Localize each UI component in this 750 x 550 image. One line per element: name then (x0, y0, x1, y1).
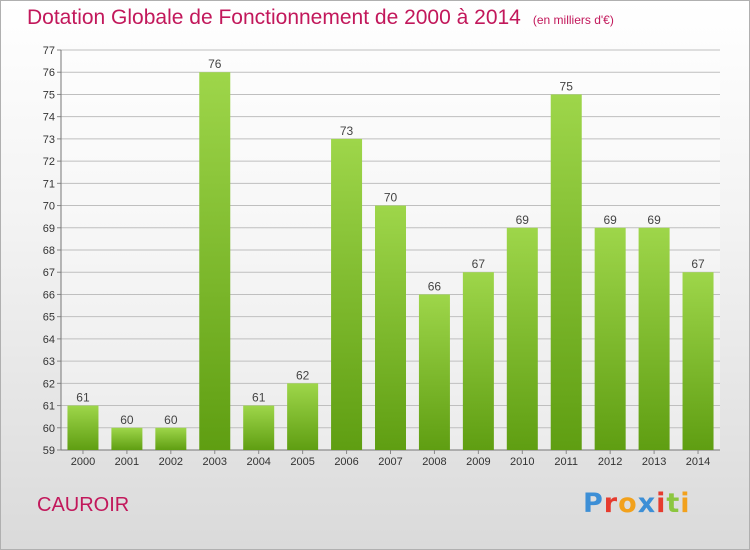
bar (462, 272, 494, 450)
bar (67, 405, 99, 450)
bar-value-label: 67 (472, 257, 486, 271)
bar-value-label: 67 (691, 257, 705, 271)
logo-letter: t (666, 488, 681, 519)
chart-subtitle: (en milliers d'€) (532, 13, 614, 27)
y-tick-label: 76 (43, 67, 55, 79)
logo-letter: i (656, 488, 667, 519)
bar (111, 427, 143, 450)
y-tick-label: 64 (43, 334, 55, 346)
x-tick-label: 2004 (246, 456, 270, 468)
bar (638, 227, 670, 450)
bar-value-label: 76 (208, 57, 222, 71)
bar (550, 94, 582, 450)
x-tick-label: 2005 (290, 456, 314, 468)
bar (682, 272, 714, 450)
x-tick-label: 2010 (510, 456, 534, 468)
bar-value-label: 60 (164, 413, 178, 427)
logo-letter: x (637, 488, 657, 519)
bar-value-label: 69 (647, 213, 661, 227)
x-tick-label: 2001 (115, 456, 139, 468)
y-tick-label: 61 (43, 401, 55, 413)
x-tick-label: 2003 (203, 456, 227, 468)
bar (331, 138, 363, 450)
bar (199, 72, 231, 450)
bar (155, 427, 187, 450)
bar (594, 227, 626, 450)
bar-value-label: 66 (428, 279, 442, 293)
y-tick-label: 71 (43, 178, 55, 190)
logo-letter: r (603, 488, 619, 519)
logo-letter: P (583, 488, 604, 519)
x-tick-label: 2009 (466, 456, 490, 468)
y-tick-label: 72 (43, 156, 55, 168)
y-tick-label: 63 (43, 356, 55, 368)
x-tick-label: 2006 (334, 456, 358, 468)
y-tick-label: 77 (43, 45, 55, 57)
bar-value-label: 70 (384, 191, 398, 205)
chart-title: Dotation Globale de Fonctionnement de 20… (27, 6, 614, 30)
chart-title-text: Dotation Globale de Fonctionnement de 20… (27, 6, 521, 29)
bar-value-label: 61 (252, 391, 266, 405)
x-tick-label: 2008 (422, 456, 446, 468)
bar-value-label: 69 (603, 213, 617, 227)
x-tick-label: 2011 (554, 456, 578, 468)
y-tick-label: 73 (43, 134, 55, 146)
y-tick-label: 65 (43, 312, 55, 324)
x-tick-label: 2014 (686, 456, 710, 468)
x-tick-label: 2013 (642, 456, 666, 468)
bar (375, 205, 406, 450)
y-tick-label: 74 (43, 112, 55, 124)
y-tick-label: 60 (43, 423, 55, 435)
x-tick-label: 2007 (378, 456, 402, 468)
bar-value-label: 61 (76, 391, 90, 405)
bar-value-label: 75 (560, 79, 574, 93)
y-tick-label: 62 (43, 378, 55, 390)
y-tick-label: 66 (43, 289, 55, 301)
x-tick-label: 2000 (71, 456, 95, 468)
bar (418, 294, 450, 450)
x-tick-label: 2002 (159, 456, 183, 468)
bar (243, 405, 275, 450)
x-tick-label: 2012 (598, 456, 622, 468)
y-tick-label: 67 (43, 267, 55, 279)
bar (506, 227, 538, 450)
y-tick-label: 69 (43, 223, 55, 235)
logo-letter: o (618, 488, 638, 519)
bar-value-label: 73 (340, 124, 354, 138)
y-tick-label: 68 (43, 245, 55, 257)
bar-value-label: 62 (296, 368, 310, 382)
commune-name: CAUROIR (37, 494, 130, 516)
y-tick-label: 59 (43, 445, 55, 457)
bar-value-label: 60 (120, 413, 134, 427)
bar (287, 383, 319, 450)
bar-value-label: 69 (516, 213, 530, 227)
y-tick-label: 75 (43, 89, 55, 101)
y-tick-label: 70 (43, 201, 55, 213)
logo-letter: i (680, 488, 691, 519)
